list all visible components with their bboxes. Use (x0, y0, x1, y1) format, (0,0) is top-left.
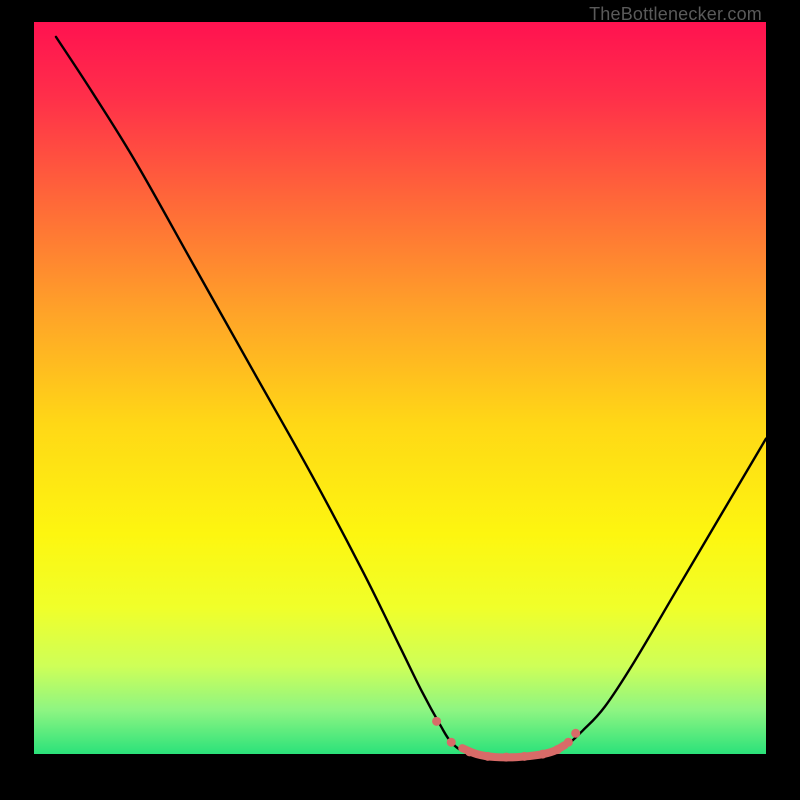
watermark-text: TheBottlenecker.com (589, 4, 762, 25)
highlight-marker (432, 717, 441, 726)
chart-frame (0, 0, 800, 800)
bottleneck-curve (56, 37, 766, 758)
highlight-marker (465, 747, 474, 756)
highlight-marker (520, 752, 529, 761)
highlight-marker (538, 750, 547, 759)
highlight-marker (502, 753, 511, 762)
plot-area (34, 22, 766, 766)
highlight-marker (553, 745, 562, 754)
highlight-marker (571, 729, 580, 738)
optimal-range-markers (432, 717, 580, 762)
highlight-marker (447, 738, 456, 747)
optimal-range-highlight-stroke (462, 745, 564, 757)
curve-layer (34, 22, 766, 766)
highlight-marker (564, 738, 573, 747)
highlight-marker (483, 752, 492, 761)
